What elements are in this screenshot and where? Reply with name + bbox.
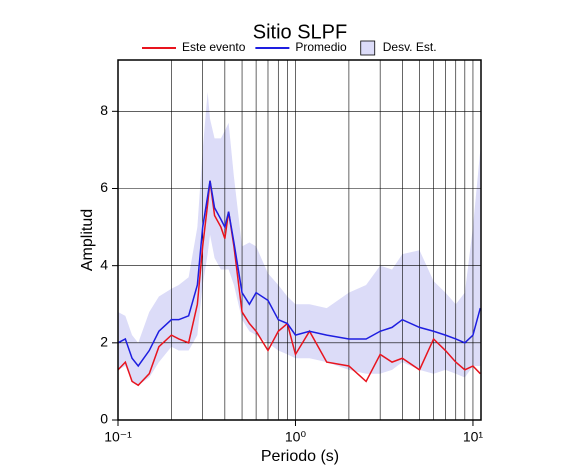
y-tick-label: 2 xyxy=(100,334,108,350)
y-tick-label: 0 xyxy=(100,411,108,427)
y-tick-label: 8 xyxy=(100,102,108,118)
chart-title: Sitio SLPF xyxy=(253,21,347,43)
legend-label: Desv. Est. xyxy=(383,40,437,54)
legend-swatch xyxy=(360,40,376,56)
plot-frame xyxy=(117,59,482,421)
series-line xyxy=(117,180,482,368)
legend-label: Este evento xyxy=(182,40,246,54)
legend-label: Promedio xyxy=(295,40,347,54)
y-axis-label: Amplitud xyxy=(79,209,96,271)
std-band xyxy=(118,92,481,386)
x-tick-label: 10¹ xyxy=(463,429,484,445)
y-tick-label: 6 xyxy=(100,179,108,195)
x-tick-label: 10⁰ xyxy=(285,429,307,445)
y-tick-label: 4 xyxy=(100,256,108,272)
x-tick-label: 10⁻¹ xyxy=(104,429,132,445)
x-axis-label: Periodo (s) xyxy=(261,448,339,465)
series-line xyxy=(117,180,481,387)
